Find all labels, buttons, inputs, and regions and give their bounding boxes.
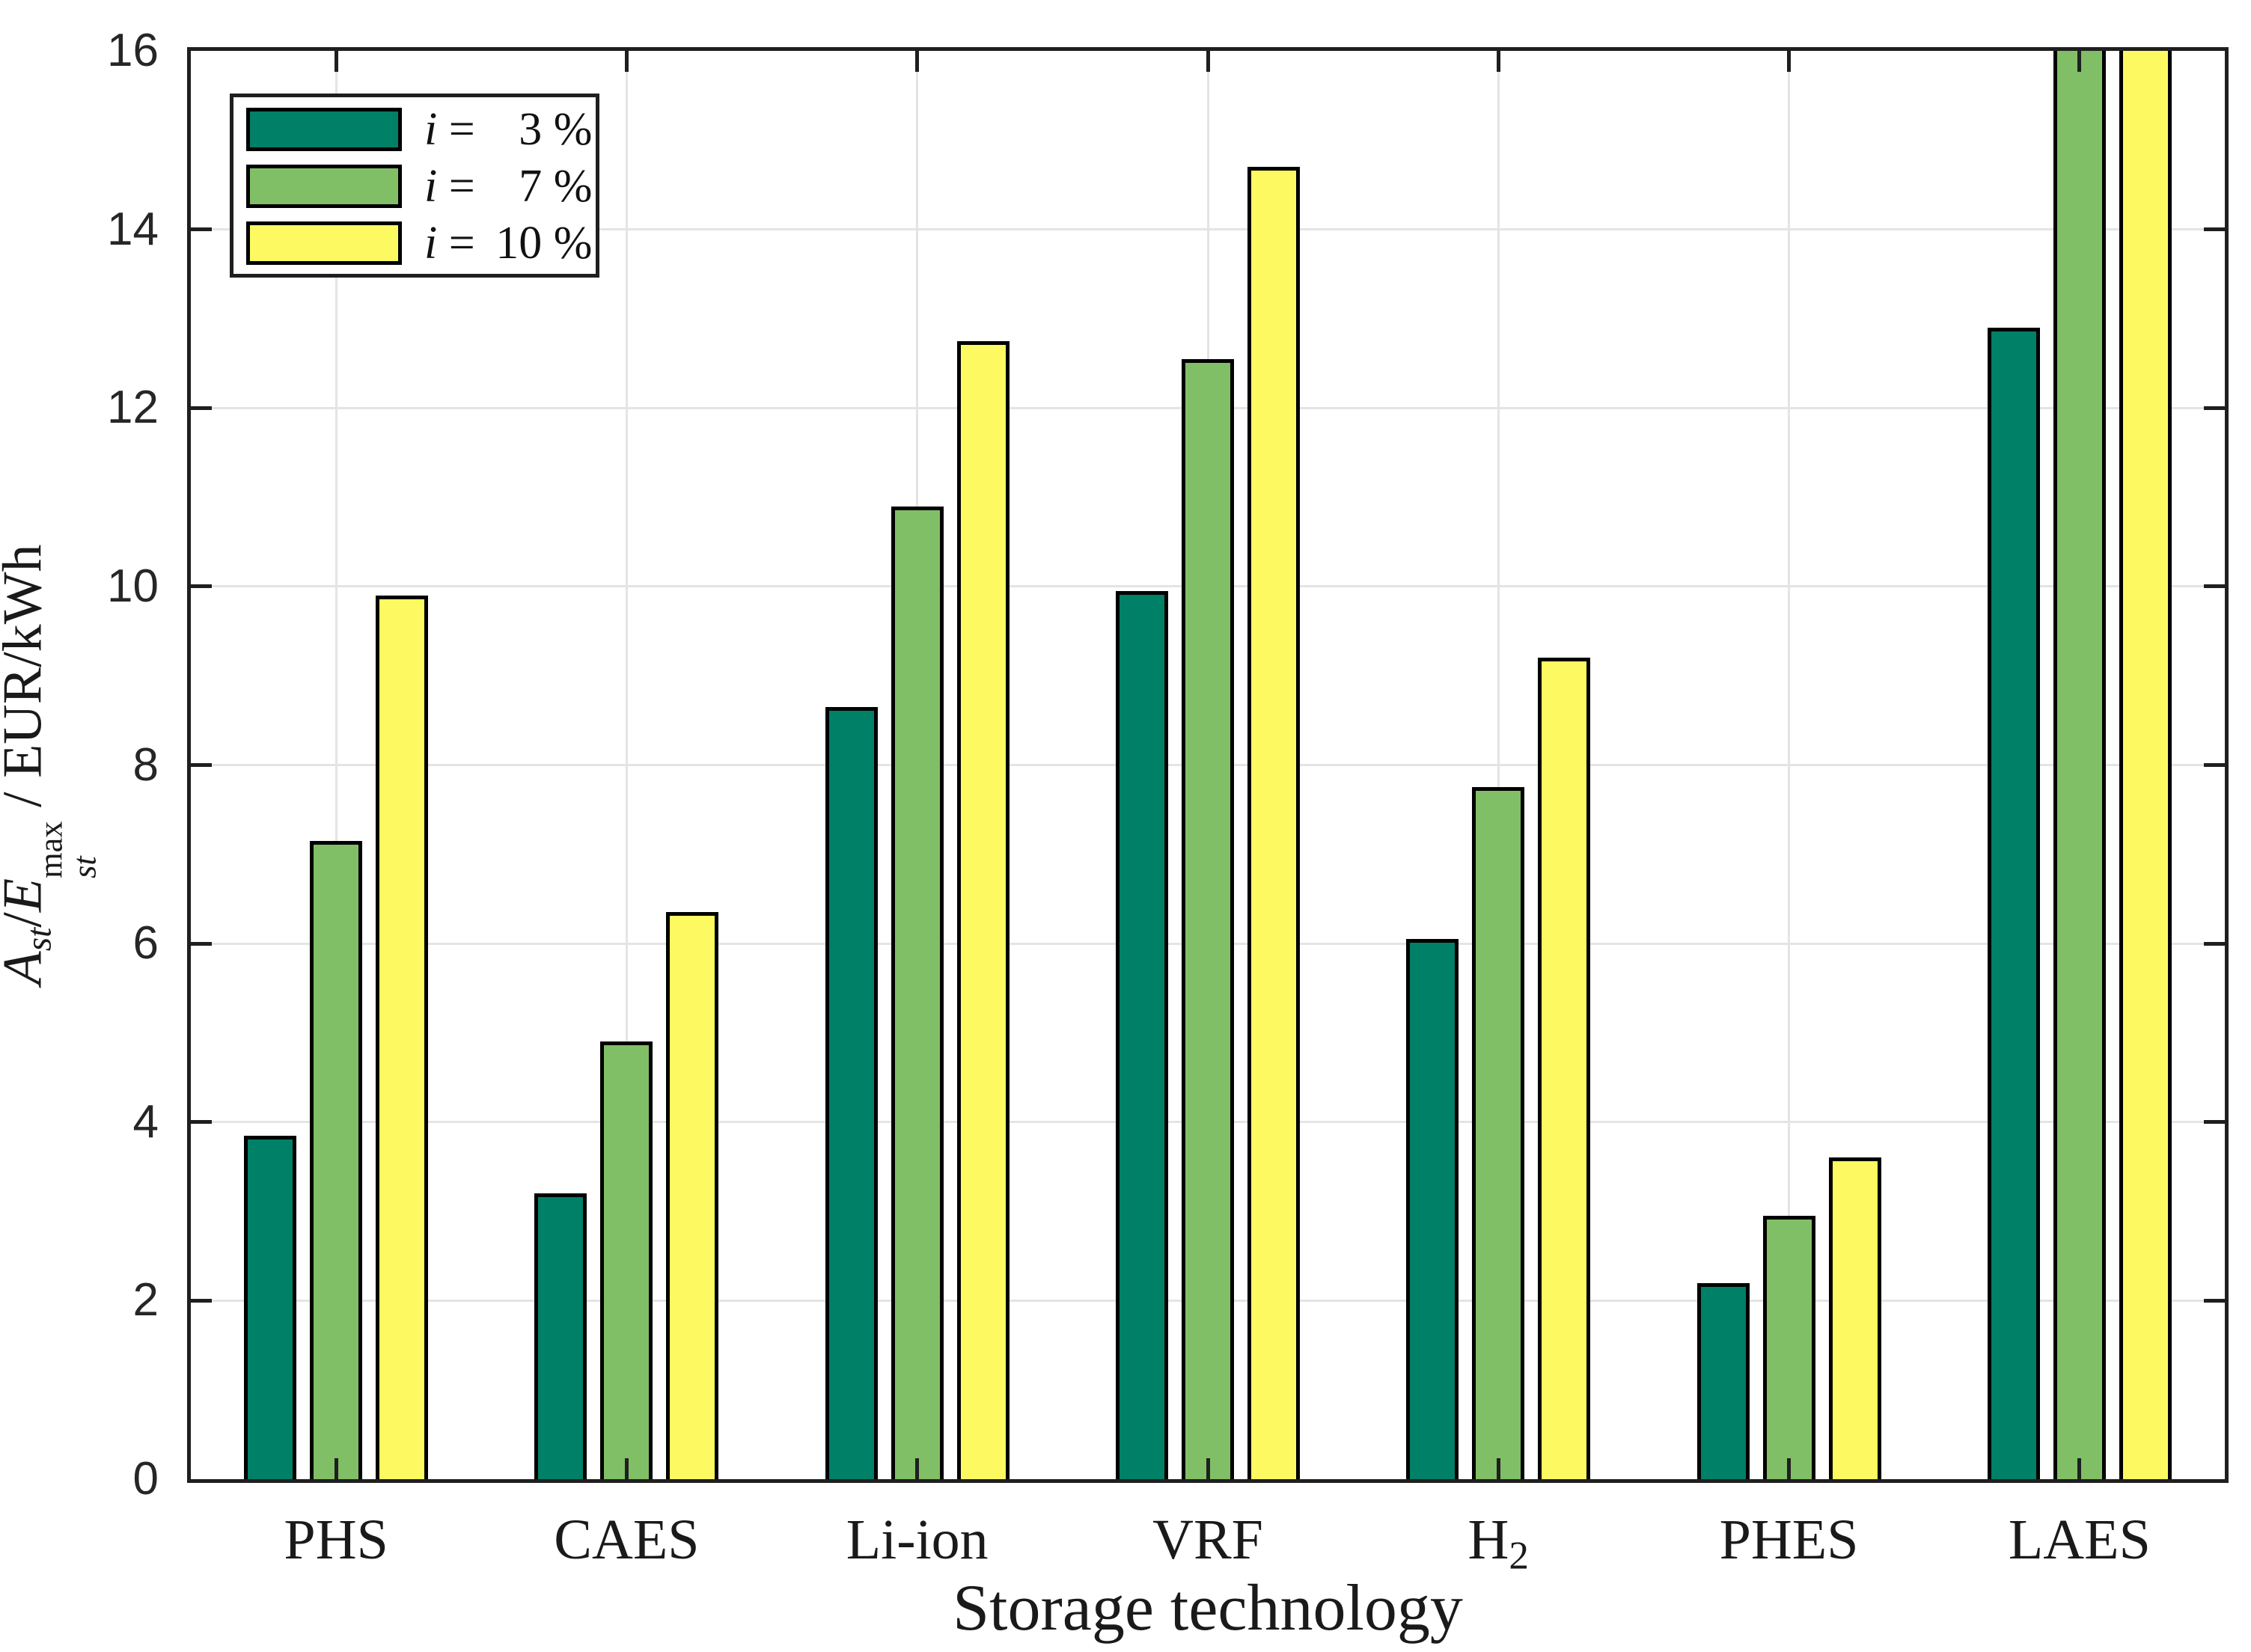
- y-tick-mark: [191, 1298, 212, 1303]
- bar-LAES-series1: [2053, 51, 2106, 1479]
- y-tick-label: 4: [132, 1095, 159, 1148]
- y-tick-label: 8: [132, 738, 159, 791]
- legend-label-part: =: [437, 217, 487, 269]
- x-tick-mark: [334, 1458, 338, 1479]
- legend-label-part: %: [542, 160, 593, 212]
- legend-label: i = 10 %: [424, 217, 592, 270]
- bar-H_2-series2: [1538, 658, 1591, 1479]
- bar-LAES-series2: [2119, 51, 2172, 1479]
- bar-PHES-series2: [1828, 1157, 1881, 1479]
- y-tick-mark: [191, 941, 212, 946]
- legend-swatch: [246, 108, 402, 151]
- x-tick-mark: [624, 1458, 629, 1479]
- legend-label-part: i: [424, 217, 438, 269]
- bar-CAES-series0: [534, 1193, 587, 1479]
- bar-Li-ion-series1: [891, 506, 944, 1479]
- y-tick-label: 6: [132, 917, 159, 970]
- bar-VRF-series2: [1247, 167, 1300, 1479]
- bar-Li-ion-series2: [956, 340, 1010, 1479]
- bar-Li-ion-series0: [825, 706, 878, 1479]
- x-tick-mark: [1496, 1458, 1500, 1479]
- bar-PHS-series1: [310, 840, 363, 1479]
- legend-label-part: %: [542, 103, 593, 155]
- x-tick-mark: [915, 51, 920, 72]
- bar-CAES-series1: [600, 1041, 653, 1479]
- x-tick-mark: [1206, 51, 1210, 72]
- legend-label-part: 7: [519, 160, 543, 212]
- bar-CAES-series2: [666, 912, 719, 1479]
- y-tick-mark: [191, 406, 212, 410]
- gridline-x: [1788, 51, 1791, 1479]
- legend-label: i = 3 %: [424, 103, 592, 156]
- y-tick-mark: [2204, 584, 2225, 589]
- y-tick-mark: [191, 584, 212, 589]
- legend-label-part: i: [424, 160, 438, 212]
- x-category-label: Li-ion: [846, 1508, 989, 1571]
- y-tick-label: 0: [132, 1453, 159, 1505]
- gridline-x: [1497, 51, 1500, 1479]
- legend-row: i = 7 %: [246, 161, 596, 212]
- legend: i = 3 % i = 7 % i = 10 %: [230, 94, 599, 278]
- y-tick-label: 12: [107, 382, 159, 434]
- plot-area: i = 3 % i = 7 % i = 10 %: [187, 47, 2229, 1483]
- x-category-label: CAES: [554, 1508, 700, 1571]
- x-tick-mark: [915, 1458, 920, 1479]
- bar-H_2-series0: [1406, 939, 1459, 1479]
- legend-label-part: =: [437, 160, 487, 212]
- y-tick-label: 2: [132, 1274, 159, 1327]
- y-tick-mark: [2204, 227, 2225, 232]
- y-tick-label: 14: [107, 203, 159, 255]
- x-category-label: PHS: [284, 1508, 388, 1571]
- legend-label: i = 7 %: [424, 160, 592, 213]
- legend-label-part: %: [542, 217, 593, 269]
- x-category-label: LAES: [2008, 1508, 2151, 1571]
- y-tick-mark: [2204, 941, 2225, 946]
- bar-H_2-series1: [1472, 787, 1525, 1479]
- legend-label-part: 3: [519, 103, 543, 155]
- bar-PHES-series0: [1696, 1282, 1750, 1479]
- x-category-label: H2: [1467, 1508, 1530, 1578]
- y-tick-mark: [2204, 1120, 2225, 1125]
- legend-label-part: =: [437, 103, 487, 155]
- y-tick-mark: [191, 227, 212, 232]
- bar-PHES-series1: [1762, 1216, 1815, 1479]
- gridline-x: [335, 51, 338, 1479]
- bar-VRF-series0: [1116, 590, 1168, 1479]
- legend-swatch: [246, 165, 402, 208]
- y-tick-label: 16: [107, 25, 159, 76]
- bar-LAES-series0: [1987, 327, 2040, 1479]
- y-tick-mark: [191, 763, 212, 767]
- legend-row: i = 10 %: [246, 218, 596, 269]
- y-tick-mark: [191, 1120, 212, 1125]
- x-category-label: VRF: [1152, 1508, 1263, 1571]
- ylabel-E: E: [0, 878, 53, 912]
- x-tick-mark: [334, 51, 338, 72]
- bar-PHS-series2: [376, 595, 429, 1479]
- bar-PHS-series0: [244, 1135, 297, 1479]
- y-tick-mark: [2204, 763, 2225, 767]
- x-tick-mark: [2077, 51, 2082, 72]
- ylabel-E-sup: max: [31, 821, 69, 878]
- y-tick-label: 10: [107, 560, 159, 612]
- x-tick-mark: [624, 51, 629, 72]
- y-tick-mark: [2204, 1298, 2225, 1303]
- x-category-label: PHES: [1719, 1508, 1859, 1571]
- x-tick-mark: [1787, 51, 1792, 72]
- x-tick-mark: [1787, 1458, 1792, 1479]
- legend-swatch: [246, 221, 402, 265]
- x-tick-mark: [1496, 51, 1500, 72]
- x-tick-mark: [2077, 1458, 2082, 1479]
- gridline-x: [625, 51, 628, 1479]
- x-category-label-subscript: 2: [1509, 1533, 1530, 1578]
- bar-VRF-series1: [1182, 358, 1234, 1479]
- y-tick-mark: [2204, 406, 2225, 410]
- ylabel-E-scripts: max st: [31, 821, 103, 878]
- x-tick-mark: [1206, 1458, 1210, 1479]
- ylabel-E-sub: st: [65, 856, 103, 878]
- legend-label-part: 10: [495, 217, 543, 269]
- legend-label-part: i: [424, 103, 438, 155]
- legend-row: i = 3 %: [246, 104, 596, 155]
- x-axis-title: Storage technology: [953, 1572, 1463, 1645]
